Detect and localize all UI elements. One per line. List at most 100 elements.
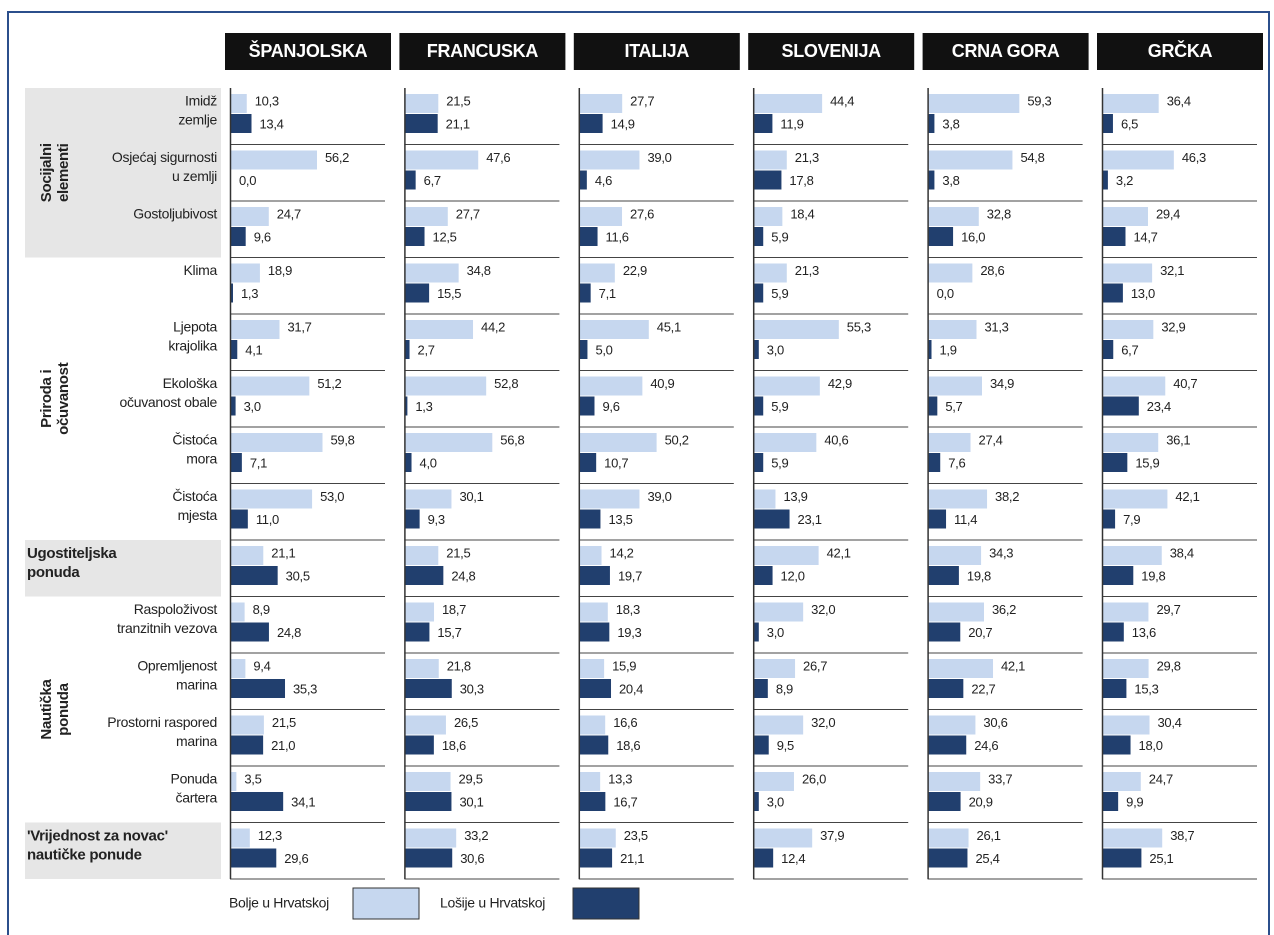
value-label: 42,1 — [827, 545, 851, 560]
bar — [405, 622, 430, 642]
value-label: 30,6 — [983, 715, 1007, 730]
value-label: 27,6 — [630, 206, 654, 221]
value-label: 24,8 — [451, 568, 475, 583]
value-label: 33,2 — [464, 828, 488, 843]
bar — [231, 848, 277, 868]
bar — [1103, 376, 1166, 396]
bar — [405, 735, 434, 755]
value-label: 9,6 — [254, 229, 271, 244]
group-label: očuvanost — [55, 362, 72, 435]
value-label: 5,9 — [771, 399, 788, 414]
value-label: 18,0 — [1139, 738, 1163, 753]
panel-title: CRNA GORA — [952, 41, 1060, 61]
panel-title: GRČKA — [1148, 40, 1213, 61]
group-shade — [25, 88, 221, 258]
bar — [579, 94, 623, 113]
bar — [231, 622, 269, 642]
value-label: 19,8 — [1141, 568, 1165, 583]
bar — [405, 433, 493, 452]
bar — [405, 283, 430, 303]
value-label: 11,4 — [954, 512, 977, 527]
bar — [231, 340, 238, 359]
bar — [928, 622, 961, 642]
group-shade — [25, 822, 221, 879]
bar — [231, 114, 252, 133]
value-label: 21,1 — [271, 545, 295, 560]
bar — [405, 602, 435, 622]
bar — [1103, 207, 1148, 226]
value-label: 10,7 — [604, 455, 628, 470]
bar — [754, 227, 764, 246]
value-label: 3,8 — [942, 116, 959, 131]
bar — [928, 433, 971, 452]
bar — [579, 376, 643, 396]
panel-title: ŠPANJOLSKA — [249, 40, 368, 61]
panel-title: FRANCUSKA — [427, 41, 539, 61]
category-label: Gostoljubivost — [133, 206, 217, 222]
value-label: 5,9 — [771, 229, 788, 244]
bar — [754, 792, 759, 811]
bar — [231, 489, 313, 509]
bar — [754, 489, 776, 509]
category-label: zemlje — [178, 112, 217, 128]
category-label: Imidž — [185, 93, 217, 109]
value-label: 29,6 — [284, 851, 308, 866]
bar — [1103, 622, 1124, 642]
bar — [405, 263, 459, 283]
value-label: 3,8 — [942, 173, 959, 188]
bar — [754, 263, 787, 283]
panel-title: ITALIJA — [625, 41, 690, 61]
value-label: 18,6 — [616, 738, 640, 753]
bar — [579, 170, 587, 190]
bar — [579, 622, 610, 642]
bar — [1103, 489, 1168, 509]
value-label: 12,5 — [433, 229, 457, 244]
value-label: 24,6 — [974, 738, 998, 753]
value-label: 27,4 — [979, 432, 1003, 447]
bar — [928, 150, 1013, 170]
value-label: 24,8 — [277, 625, 301, 640]
value-label: 45,1 — [657, 319, 681, 334]
bar — [579, 283, 591, 303]
value-label: 3,5 — [244, 771, 261, 786]
bar — [1103, 715, 1150, 735]
value-label: 29,7 — [1156, 602, 1180, 617]
value-label: 13,6 — [1132, 625, 1156, 640]
bar — [405, 227, 425, 246]
category-label: marina — [176, 733, 218, 749]
value-label: 59,3 — [1027, 93, 1051, 108]
bar — [231, 320, 280, 339]
group-label: elementi — [55, 143, 72, 202]
legend-label: Bolje u Hrvatskoj — [229, 895, 329, 911]
value-label: 22,7 — [971, 681, 995, 696]
category-label: Čistoća — [172, 488, 217, 504]
value-label: 5,0 — [595, 342, 612, 357]
category-label: čartera — [176, 790, 218, 806]
category-label: Čistoća — [172, 432, 217, 448]
value-label: 5,9 — [771, 455, 788, 470]
bar — [1103, 150, 1174, 170]
bar — [579, 735, 609, 755]
bar — [231, 376, 310, 396]
category-label: mora — [186, 451, 217, 467]
value-label: 1,9 — [940, 342, 957, 357]
bar — [1103, 170, 1108, 190]
value-label: 56,8 — [500, 432, 524, 447]
bar — [405, 772, 451, 791]
group-label: Ugostiteljska — [27, 545, 117, 562]
bar — [231, 396, 236, 416]
value-label: 1,3 — [415, 399, 432, 414]
bar — [405, 207, 448, 226]
bar — [754, 546, 819, 565]
bar — [579, 715, 606, 735]
category-label: Ponuda — [171, 771, 218, 787]
bar — [1103, 263, 1153, 283]
value-label: 55,3 — [847, 319, 871, 334]
bar — [928, 566, 959, 585]
legend-swatch — [352, 887, 420, 920]
value-label: 12,0 — [781, 568, 805, 583]
legend-label: Lošije u Hrvatskoj — [440, 895, 545, 911]
value-label: 3,0 — [767, 794, 784, 809]
group-label: Nautička — [38, 678, 55, 739]
value-label: 32,1 — [1160, 263, 1184, 278]
